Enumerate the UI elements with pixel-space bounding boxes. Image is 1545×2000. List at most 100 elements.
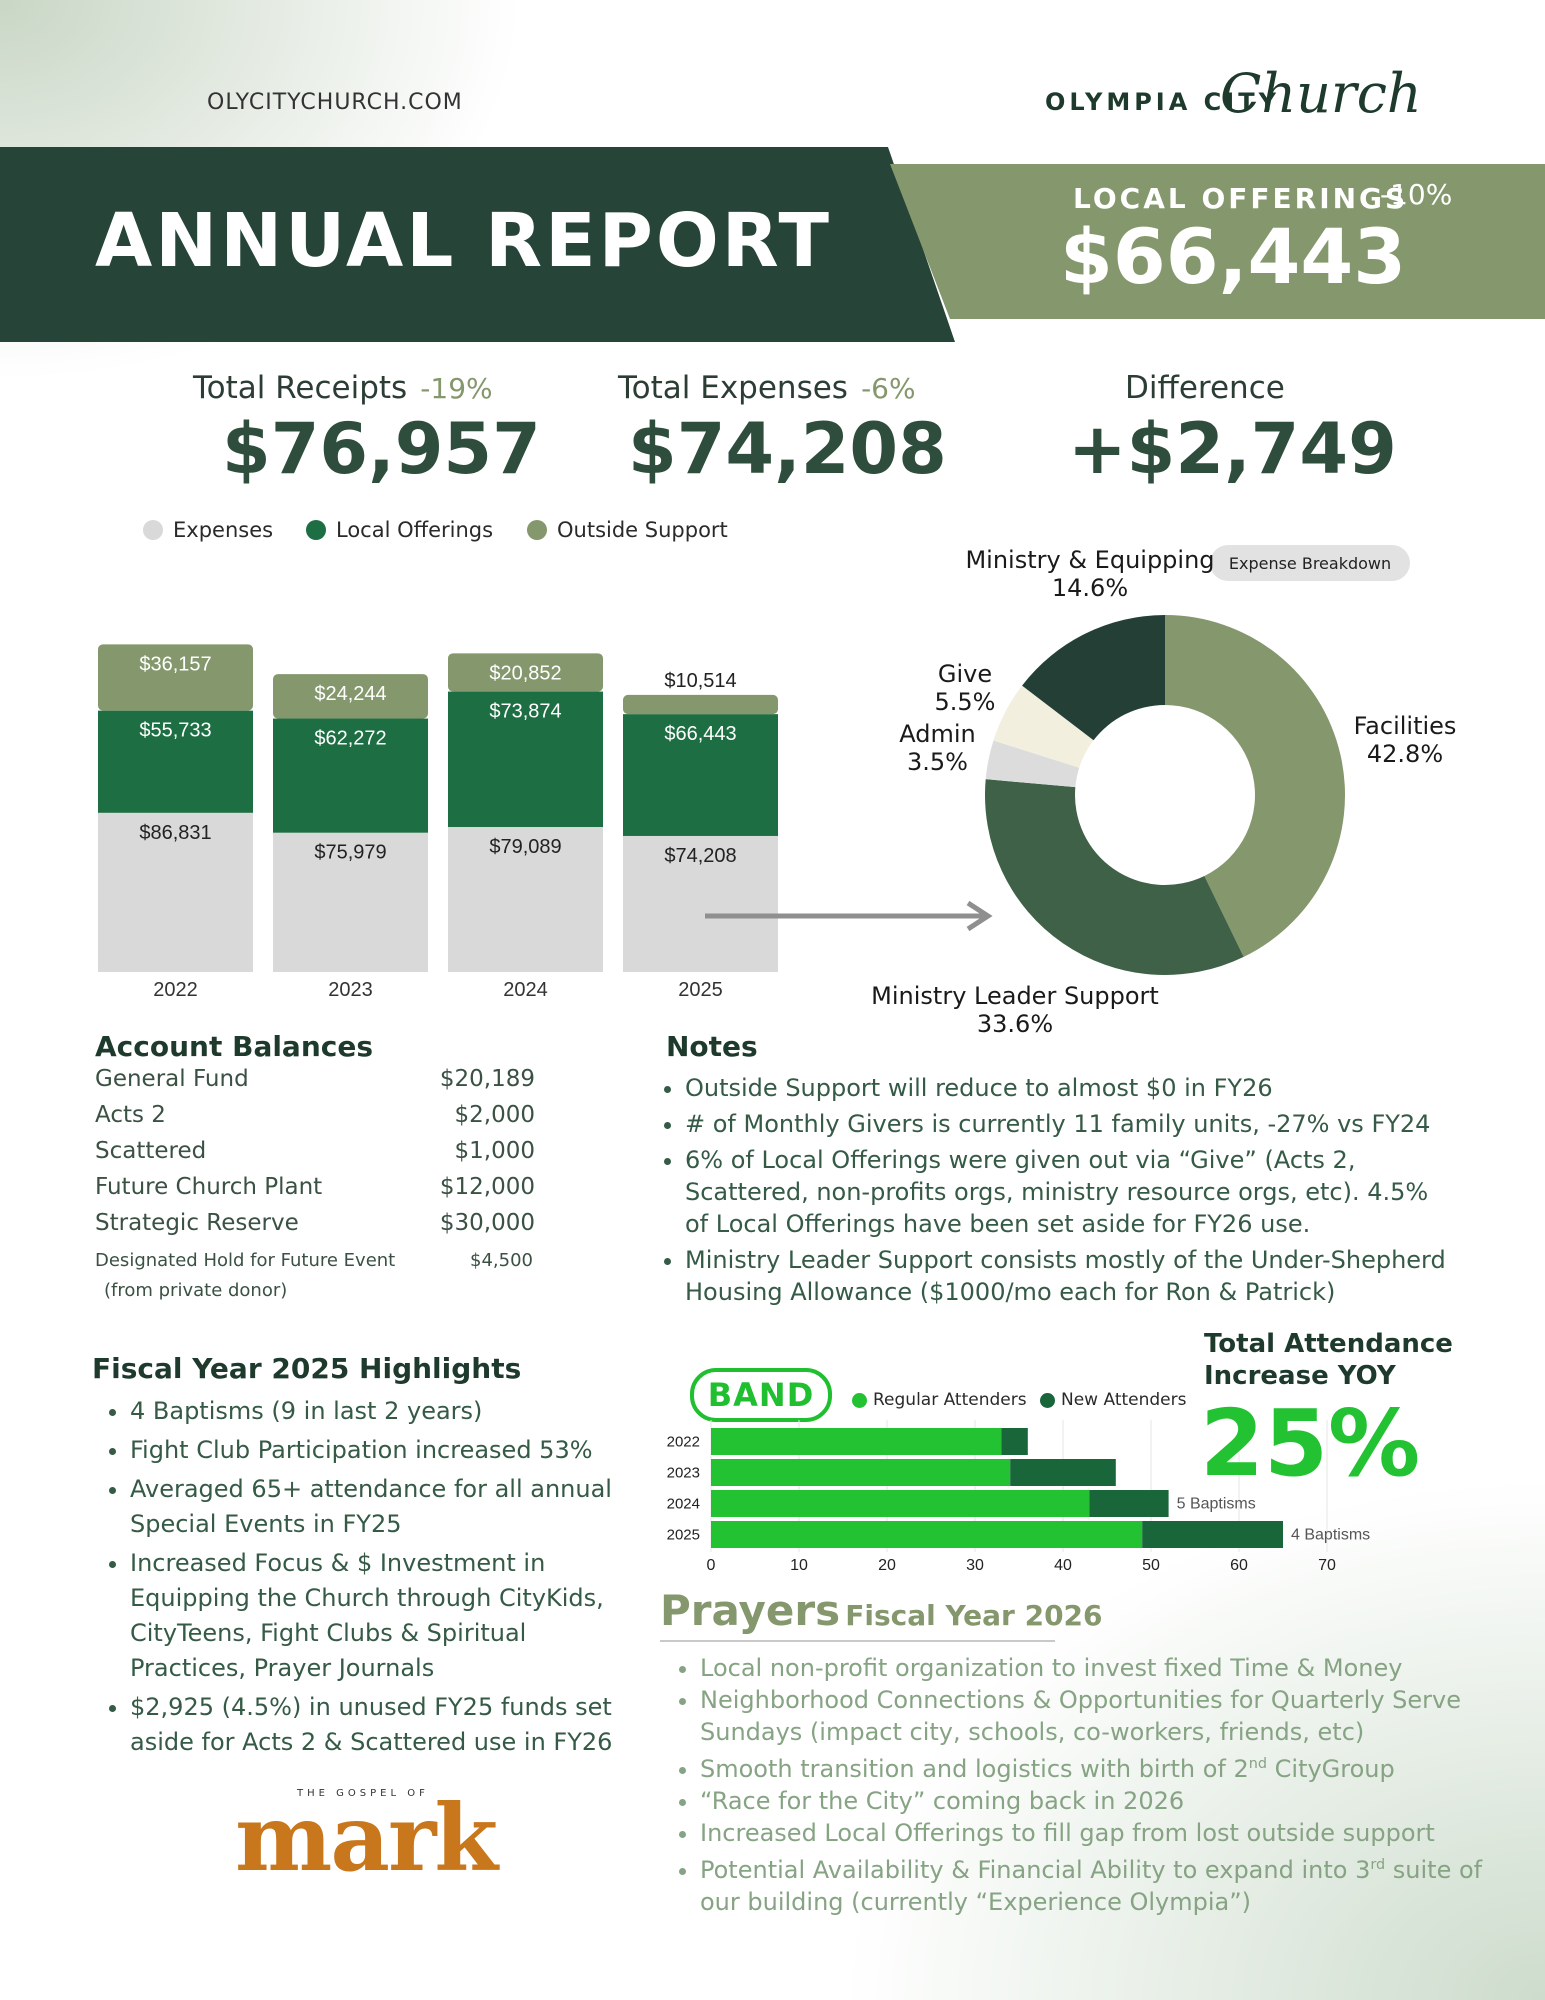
arrow-icon: [705, 900, 993, 932]
bar-data-label: $73,874: [489, 701, 561, 723]
x-tick-label: 0: [707, 1557, 716, 1574]
label-pct: 42.8%: [1366, 740, 1444, 768]
donut-slice-ministry-equipping: [1022, 615, 1165, 741]
kpi-value: $76,957: [222, 408, 541, 490]
x-tick-label: 40: [1054, 1557, 1072, 1574]
notes-title: Notes: [666, 1030, 758, 1063]
kpi-value: +$2,749: [1068, 408, 1397, 490]
note-item: # of Monthly Givers is currently 11 fami…: [685, 1108, 1455, 1140]
label-name: Ministry Leader Support: [871, 982, 1159, 1010]
bar-data-label: $62,272: [314, 728, 386, 750]
bar-data-label: $86,831: [139, 822, 211, 844]
prayer-item: Potential Availability & Financial Abili…: [700, 1849, 1500, 1918]
donut-slice-admin: [985, 740, 1080, 788]
legend-swatch: [306, 520, 326, 540]
x-tick-label: 2025: [678, 979, 723, 1001]
attendance-bar-new-attenders: [1010, 1459, 1116, 1486]
balance-row: General Fund $20,189: [95, 1066, 535, 1092]
donut-slice-ministry-leader-support: [985, 779, 1244, 975]
legend-swatch: [1040, 1392, 1055, 1408]
website-url[interactable]: OLYCITYCHURCH.COM: [207, 90, 463, 115]
donut-label-facilities: Facilities 42.8%: [1340, 712, 1470, 768]
note-item: Outside Support will reduce to almost $0…: [685, 1072, 1455, 1104]
logo-big-text: mark: [235, 1784, 498, 1892]
balance-name: Scattered: [95, 1138, 207, 1164]
balance-row: Strategic Reserve $30,000: [95, 1210, 535, 1236]
bar-segment-expenses: [273, 832, 428, 972]
bar-segment-outside-support: [273, 674, 428, 719]
bar-segment-outside-support: [623, 694, 778, 715]
baptism-annotation: 5 Baptisms: [1177, 1496, 1256, 1513]
label-name: Give: [937, 660, 993, 688]
local-offerings-value: $66,443: [1060, 212, 1407, 301]
x-tick-label: 2022: [153, 979, 198, 1001]
balance-value: $4,500: [470, 1250, 533, 1271]
x-tick-label: 2023: [328, 979, 373, 1001]
prayers-title: Prayers: [660, 1586, 841, 1635]
kpi-expenses: Total Expenses -6%: [618, 370, 916, 406]
label-pct: 5.5%: [934, 688, 996, 716]
attendance-bar-chart: 0 10 20 30 40 50 60 70 2022 2023 2024 5 Baptisms 202…: [667, 1420, 1370, 1574]
highlight-item: 4 Baptisms (9 in last 2 years): [130, 1394, 640, 1429]
balance-hold-note: (from private donor): [104, 1280, 288, 1301]
notes-list: Outside Support will reduce to almost $0…: [655, 1072, 1455, 1312]
page-title: ANNUAL REPORT: [95, 198, 832, 284]
attendance-title: Total Attendance Increase YOY: [1204, 1328, 1453, 1392]
balance-row-hold: Designated Hold for Future Event $4,500: [95, 1250, 535, 1271]
local-offerings-label: LOCAL OFFERINGS: [1073, 182, 1409, 215]
x-tick-label: 20: [878, 1557, 896, 1574]
donut-slice-facilities: [1165, 615, 1345, 957]
kpi-label: Total Receipts: [193, 370, 408, 406]
prayer-item: Smooth transition and logistics with bir…: [700, 1748, 1500, 1785]
bar-segment-outside-support: [448, 653, 603, 692]
x-tick-label: 50: [1142, 1557, 1160, 1574]
bar-data-label: $66,443: [664, 723, 736, 745]
bar-data-label: $74,208: [664, 845, 736, 867]
highlight-item: Averaged 65+ attendance for all annual S…: [130, 1472, 640, 1542]
donut-label-ministry-equipping: Ministry & Equipping 14.6%: [930, 546, 1250, 602]
y-tick-label: 2023: [667, 1465, 700, 1482]
label-pct: 33.6%: [976, 1010, 1054, 1038]
attendance-bar-regular-attenders: [711, 1428, 1002, 1455]
kpi-change: -19%: [420, 372, 493, 405]
bar-data-label: $20,852: [489, 662, 561, 684]
label-name: Facilities: [1353, 712, 1457, 740]
balance-name: Acts 2: [95, 1102, 166, 1128]
bar-data-label: $55,733: [139, 720, 211, 742]
donut-label-ministry-leader: Ministry Leader Support 33.6%: [850, 982, 1180, 1038]
prayers-subtitle: Fiscal Year 2026: [845, 1599, 1103, 1632]
stacked-bar-chart: $86,831 $55,733 $36,157 2022 $75,979 $62,272 $…: [98, 644, 778, 1001]
prayers-divider: [660, 1640, 1055, 1642]
x-tick-label: 70: [1318, 1557, 1336, 1574]
attendance-increase-value: 25%: [1200, 1390, 1421, 1497]
kpi-label: Total Expenses: [618, 370, 848, 406]
attendance-bar-new-attenders: [1142, 1521, 1283, 1548]
attendance-bar-regular-attenders: [711, 1521, 1143, 1548]
balance-value: $30,000: [439, 1210, 535, 1236]
bar-segment-local-offerings: [98, 710, 253, 813]
bar-data-label: $24,244: [314, 683, 386, 705]
gospel-of-mark-logo: THE GOSPEL OF mark: [235, 1780, 498, 1900]
prayer-item: Neighborhood Connections & Opportunities…: [700, 1684, 1500, 1748]
legend-regular: Regular Attenders: [852, 1390, 1027, 1410]
attendance-bar-new-attenders: [1089, 1490, 1169, 1517]
legend-outside: Outside Support: [527, 518, 728, 542]
kpi-value: $74,208: [628, 408, 947, 490]
y-tick-label: 2022: [667, 1434, 700, 1451]
highlights-list: 4 Baptisms (9 in last 2 years) Fight Club…: [100, 1394, 640, 1764]
attendance-bar-new-attenders: [1001, 1428, 1028, 1455]
bar-segment-local-offerings: [623, 714, 778, 836]
y-tick-label: 2025: [667, 1527, 700, 1544]
highlight-item: $2,925 (4.5%) in unused FY25 funds set a…: [130, 1690, 640, 1760]
expense-breakdown-button[interactable]: Expense Breakdown: [1210, 545, 1410, 581]
attendance-title-line: Total Attendance: [1204, 1329, 1453, 1359]
title-banner: [0, 147, 955, 342]
bar-segment-expenses: [448, 827, 603, 972]
balance-value: $2,000: [454, 1102, 535, 1128]
legend-swatch: [527, 520, 547, 540]
balance-name: Strategic Reserve: [95, 1210, 299, 1236]
brand-script-text: Church: [1220, 62, 1422, 125]
kpi-change: -6%: [861, 372, 916, 405]
kpi-difference-label: Difference: [1125, 370, 1285, 406]
legend-label: Local Offerings: [336, 518, 494, 542]
